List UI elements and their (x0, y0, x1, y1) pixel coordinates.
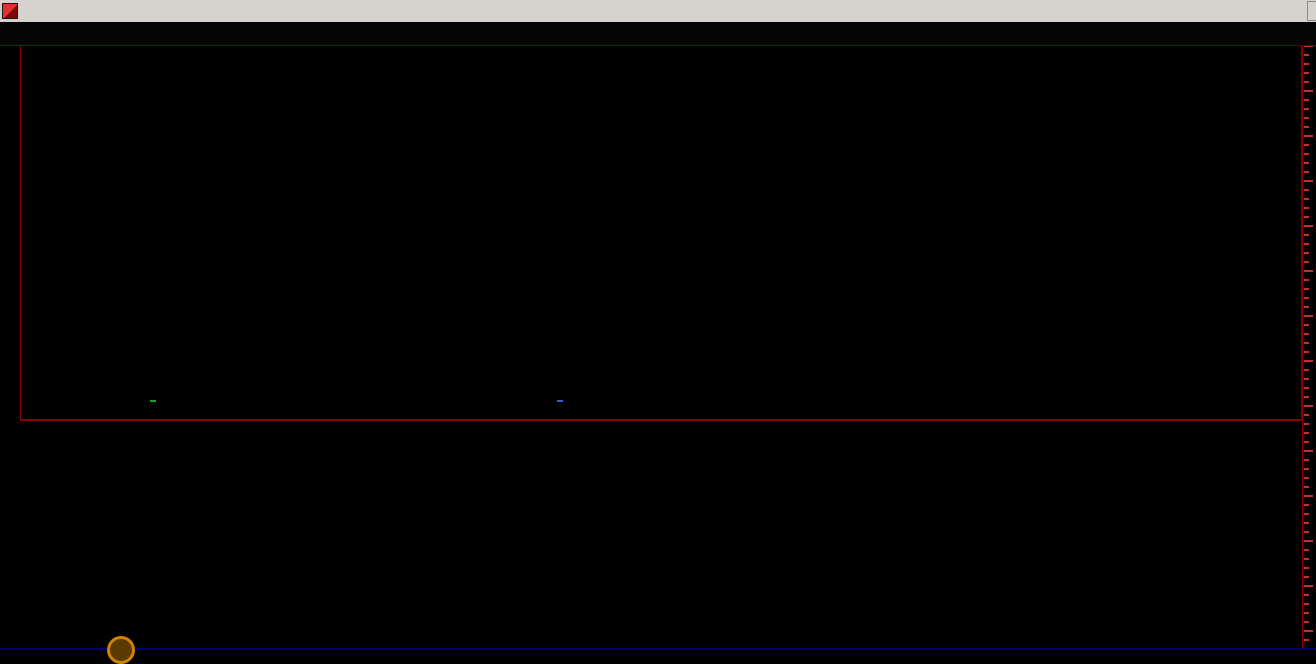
main-chart-panel[interactable] (20, 45, 1302, 420)
app-logo-icon[interactable] (2, 3, 18, 19)
candlestick-chart[interactable] (21, 46, 1303, 421)
period-bar (0, 22, 1316, 46)
price-axis[interactable] (1302, 45, 1316, 648)
cai-badge[interactable] (557, 400, 563, 402)
axis-ticks-major (1304, 45, 1313, 648)
corner-orb-icon (107, 636, 135, 664)
jian-badge[interactable] (150, 400, 156, 402)
indicator-panel-niuqidong[interactable] (20, 540, 1302, 648)
menu-bar (0, 0, 1316, 22)
panel3-chart[interactable] (20, 540, 1302, 648)
indicator-panel-longtou[interactable] (20, 420, 1302, 540)
panel2-chart[interactable] (20, 421, 1302, 541)
bottom-strip (0, 648, 1316, 650)
clock (1307, 1, 1316, 21)
